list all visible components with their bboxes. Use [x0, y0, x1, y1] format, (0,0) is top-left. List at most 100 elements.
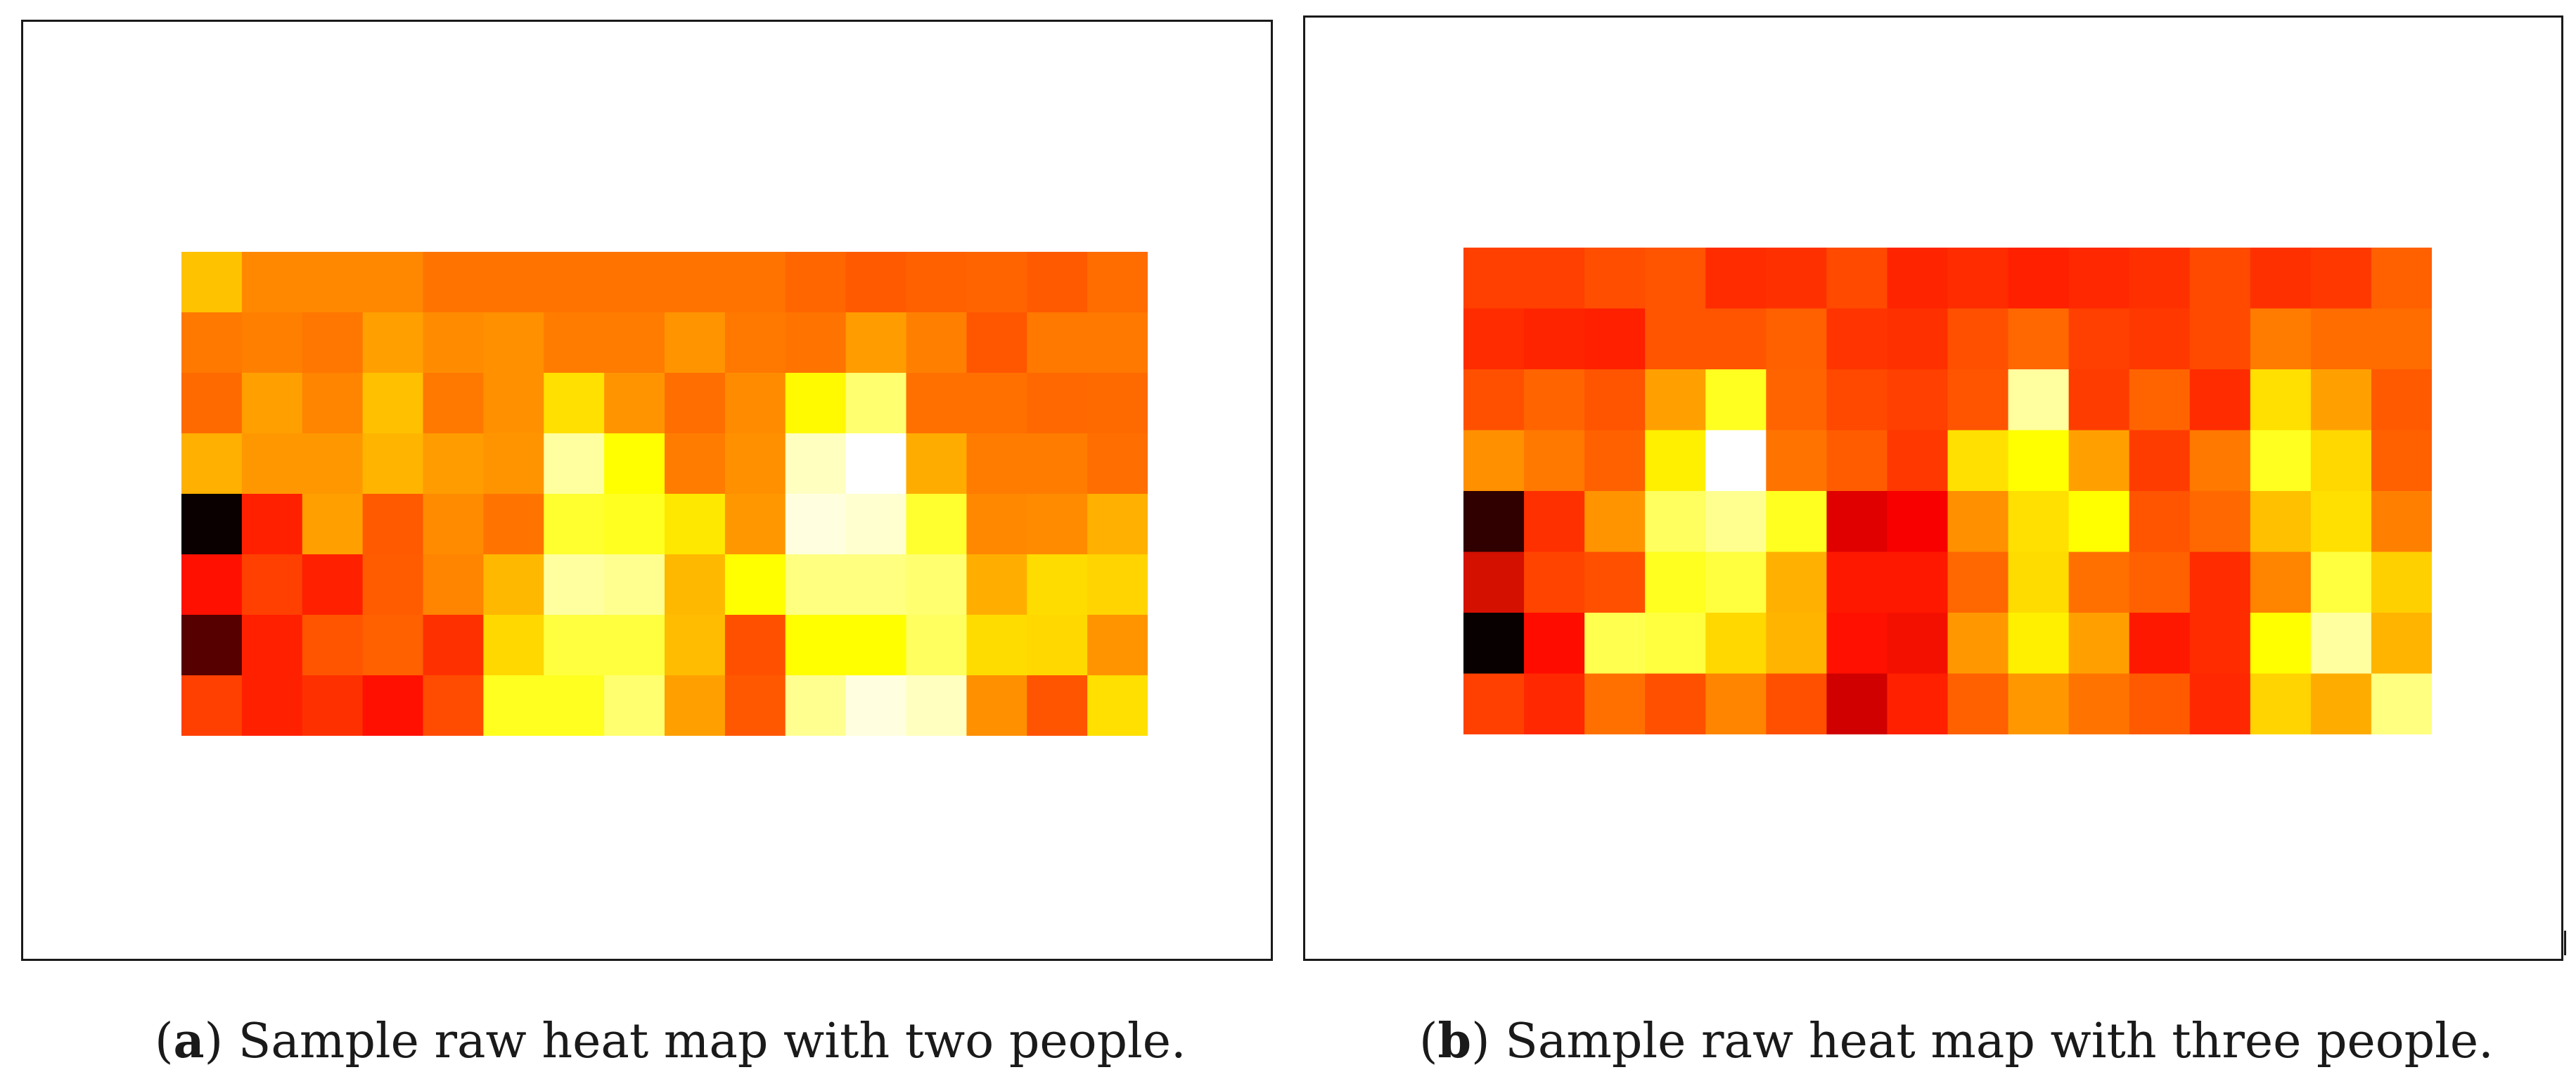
heatmap-cell-r3-c11	[2129, 430, 2191, 492]
heatmap-cell-r3-c15	[1087, 433, 1148, 495]
heatmap-cell-r0-c9	[724, 252, 786, 313]
heatmap-cell-r7-c2	[1584, 673, 1646, 734]
heatmap-cell-r7-c0	[1463, 673, 1525, 734]
heatmap-cell-r5-c11	[845, 554, 907, 616]
heatmap-cell-r1-c4	[423, 312, 484, 374]
heatmap-cell-r5-c2	[302, 554, 364, 616]
heatmap-cell-r6-c9	[724, 615, 786, 676]
heatmap-cell-r0-c4	[423, 252, 484, 313]
heatmap-cell-r6-c4	[423, 615, 484, 676]
heatmap-cell-r2-c2	[302, 373, 364, 434]
heatmap-cell-r3-c2	[302, 433, 364, 495]
heatmap-cell-r0-c4	[1705, 248, 1767, 310]
heatmap-cell-r1-c1	[1524, 308, 1585, 370]
edge-tick-mark	[2564, 931, 2566, 955]
heatmap-b	[1463, 248, 2432, 734]
heatmap-cell-r2-c13	[2250, 369, 2312, 431]
heatmap-cell-r6-c11	[845, 615, 907, 676]
heatmap-cell-r1-c0	[1463, 308, 1525, 370]
heatmap-cell-r4-c12	[2189, 491, 2251, 553]
heatmap-cell-r0-c11	[845, 252, 907, 313]
heatmap-cell-r5-c4	[1705, 551, 1767, 613]
heatmap-cell-r6-c13	[966, 615, 1027, 676]
heatmap-cell-r5-c7	[1887, 551, 1949, 613]
heatmap-cell-r7-c13	[966, 675, 1027, 736]
heatmap-cell-r3-c1	[1524, 430, 1585, 492]
heatmap-cell-r5-c11	[2129, 551, 2191, 613]
heatmap-cell-r5-c2	[1584, 551, 1646, 613]
heatmap-cell-r4-c3	[1645, 491, 1706, 553]
heatmap-cell-r3-c15	[2371, 430, 2432, 492]
heatmap-cell-r0-c9	[2008, 248, 2070, 310]
heatmap-cell-r1-c6	[1826, 308, 1888, 370]
heatmap-cell-r7-c1	[1524, 673, 1585, 734]
heatmap-cell-r2-c10	[785, 373, 847, 434]
heatmap-cell-r6-c1	[241, 615, 303, 676]
heatmap-cell-r5-c5	[1766, 551, 1827, 613]
heatmap-cell-r4-c0	[1463, 491, 1525, 553]
heatmap-cell-r3-c13	[966, 433, 1027, 495]
heatmap-cell-r2-c11	[845, 373, 907, 434]
heatmap-cell-r2-c12	[2189, 369, 2251, 431]
heatmap-cell-r3-c5	[483, 433, 544, 495]
heatmap-cell-r2-c8	[1947, 369, 2009, 431]
heatmap-cell-r6-c15	[1087, 615, 1148, 676]
heatmap-cell-r7-c6	[544, 675, 605, 736]
heatmap-cell-r0-c10	[785, 252, 847, 313]
heatmap-a	[181, 252, 1148, 736]
heatmap-cell-r2-c13	[966, 373, 1027, 434]
heatmap-cell-r6-c3	[1645, 613, 1706, 675]
heatmap-cell-r2-c15	[2371, 369, 2432, 431]
heatmap-cell-r1-c11	[845, 312, 907, 374]
heatmap-cell-r7-c11	[2129, 673, 2191, 734]
heatmap-cell-r1-c4	[1705, 308, 1767, 370]
heatmap-cell-r3-c4	[1705, 430, 1767, 492]
heatmap-cell-r1-c3	[362, 312, 424, 374]
heatmap-cell-r1-c10	[785, 312, 847, 374]
heatmap-cell-r1-c13	[966, 312, 1027, 374]
heatmap-cell-r6-c0	[1463, 613, 1525, 675]
heatmap-cell-r4-c15	[1087, 494, 1148, 555]
heatmap-cell-r2-c1	[1524, 369, 1585, 431]
heatmap-cell-r0-c13	[966, 252, 1027, 313]
heatmap-cell-r3-c0	[1463, 430, 1525, 492]
heatmap-cell-r4-c7	[604, 494, 665, 555]
heatmap-cell-r7-c5	[1766, 673, 1827, 734]
heatmap-cell-r3-c1	[241, 433, 303, 495]
heatmap-cell-r7-c13	[2250, 673, 2312, 734]
heatmap-cell-r4-c2	[302, 494, 364, 555]
heatmap-cell-r5-c12	[2189, 551, 2251, 613]
heatmap-cell-r6-c5	[483, 615, 544, 676]
heatmap-cell-r6-c7	[604, 615, 665, 676]
heatmap-cell-r2-c15	[1087, 373, 1148, 434]
heatmap-cell-r4-c1	[241, 494, 303, 555]
heatmap-cell-r5-c7	[604, 554, 665, 616]
heatmap-cell-r3-c7	[604, 433, 665, 495]
heatmap-cell-r6-c4	[1705, 613, 1767, 675]
heatmap-cell-r3-c6	[1826, 430, 1888, 492]
heatmap-cell-r2-c12	[906, 373, 967, 434]
heatmap-cell-r0-c12	[906, 252, 967, 313]
heatmap-cell-r0-c7	[1887, 248, 1949, 310]
heatmap-cell-r7-c3	[362, 675, 424, 736]
heatmap-cell-r5-c4	[423, 554, 484, 616]
heatmap-cell-r2-c9	[2008, 369, 2070, 431]
heatmap-cell-r2-c0	[1463, 369, 1525, 431]
heatmap-cell-r4-c8	[665, 494, 726, 555]
heatmap-cell-r2-c4	[1705, 369, 1767, 431]
heatmap-cell-r4-c9	[724, 494, 786, 555]
heatmap-cell-r5-c8	[1947, 551, 2009, 613]
heatmap-cell-r6-c6	[544, 615, 605, 676]
heatmap-cell-r4-c14	[2310, 491, 2372, 553]
heatmap-cell-r5-c6	[1826, 551, 1888, 613]
heatmap-cell-r6-c2	[302, 615, 364, 676]
heatmap-cell-r4-c7	[1887, 491, 1949, 553]
heatmap-cell-r6-c10	[2068, 613, 2130, 675]
heatmap-cell-r1-c7	[1887, 308, 1949, 370]
heatmap-cell-r6-c8	[665, 615, 726, 676]
heatmap-cell-r0-c1	[241, 252, 303, 313]
heatmap-cell-r6-c11	[2129, 613, 2191, 675]
caption-b: (b) Sample raw heat map with three peopl…	[1419, 1013, 2494, 1069]
heatmap-cell-r2-c11	[2129, 369, 2191, 431]
heatmap-cell-r7-c15	[2371, 673, 2432, 734]
